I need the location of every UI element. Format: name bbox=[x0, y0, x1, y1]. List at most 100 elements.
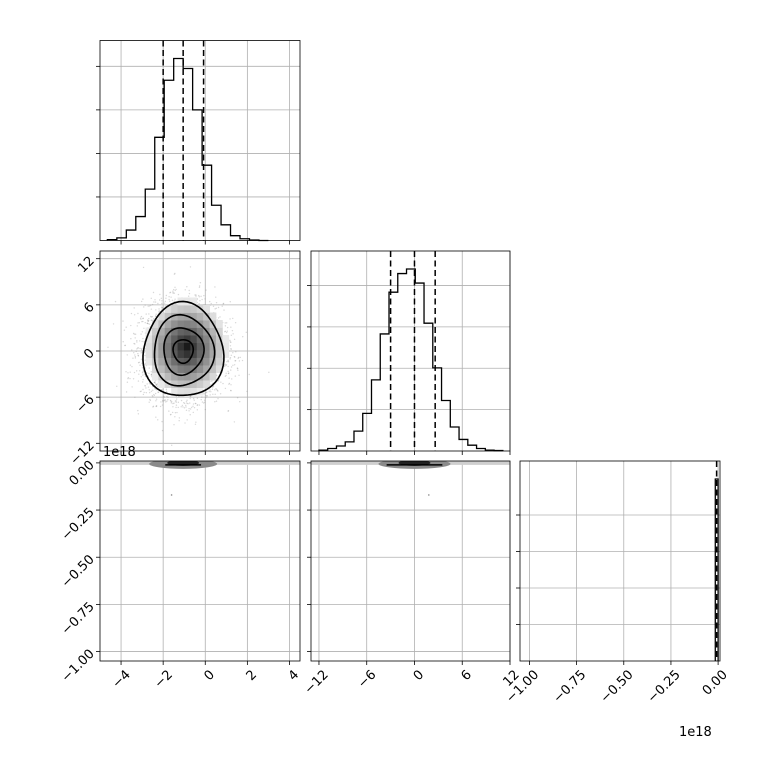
scatter-point bbox=[164, 300, 167, 303]
scatter-point bbox=[177, 401, 180, 404]
density-cell bbox=[164, 312, 172, 321]
scatter-point bbox=[175, 400, 177, 402]
scatter-point bbox=[123, 329, 126, 331]
joint-x0-x2-ytick-label-1: −0.75 bbox=[59, 599, 98, 638]
scatter-point bbox=[141, 371, 144, 374]
scatter-point bbox=[222, 302, 225, 305]
scatter-point bbox=[141, 331, 144, 333]
scatter-point bbox=[230, 369, 232, 371]
density-cell bbox=[215, 365, 223, 373]
scatter-point bbox=[151, 315, 154, 318]
scatter-point bbox=[127, 377, 129, 380]
scatter-point bbox=[169, 399, 172, 402]
scatter-point bbox=[221, 305, 223, 307]
density-cell bbox=[190, 335, 198, 343]
scatter-point bbox=[169, 414, 172, 416]
frame-joint-x0-x2 bbox=[99, 460, 301, 662]
scatter-point bbox=[156, 385, 159, 388]
joint-x0-x2-xtick-label-3: 2 bbox=[244, 667, 260, 683]
scatter-point bbox=[162, 400, 164, 403]
hist-x2-xtick-label-4: 0.00 bbox=[700, 667, 731, 698]
scatter-point bbox=[162, 388, 164, 391]
scatter-point bbox=[228, 382, 231, 385]
scatter-point bbox=[140, 390, 142, 392]
scatter-point bbox=[233, 338, 236, 341]
density-cell bbox=[151, 320, 159, 328]
density-cell bbox=[158, 372, 166, 381]
scatter-point bbox=[170, 400, 172, 402]
scatter-point bbox=[209, 394, 211, 396]
scatter-point bbox=[146, 322, 148, 325]
scatter-point bbox=[168, 410, 170, 412]
panel-hist-x2: −1.00 −0.75 −0.50 −0.25 0.00 1e18 bbox=[503, 460, 731, 740]
scatter-point bbox=[160, 306, 163, 308]
grid-hist-x2 bbox=[520, 461, 720, 661]
scatter-point bbox=[212, 385, 215, 388]
scatter-point bbox=[204, 408, 207, 411]
scatter-point bbox=[174, 298, 176, 300]
scatter-point bbox=[161, 399, 164, 402]
density-cell bbox=[177, 380, 185, 388]
scatter-point bbox=[133, 352, 135, 354]
scatter-point bbox=[144, 385, 146, 387]
scatter-point bbox=[173, 292, 176, 294]
scatter-point bbox=[220, 381, 222, 383]
scatter-point bbox=[168, 295, 170, 298]
scatter-point bbox=[126, 381, 129, 383]
scatter-point bbox=[170, 413, 172, 416]
scatter-point bbox=[186, 399, 188, 402]
scatter-point bbox=[144, 304, 146, 306]
scatter-point bbox=[143, 306, 145, 308]
scatter-point bbox=[148, 367, 150, 369]
scatter-point bbox=[135, 370, 138, 372]
density-cell bbox=[196, 365, 204, 373]
scatter-point bbox=[198, 404, 201, 406]
joint-x0-x2-xtick-label-1: −2 bbox=[152, 667, 176, 691]
scatter-point bbox=[248, 373, 250, 376]
scatter-point bbox=[192, 403, 195, 405]
scatter-point bbox=[137, 355, 140, 357]
joint-x0-x1-ytick-label-3: 6 bbox=[81, 300, 97, 316]
joint-x0-x2-xtick-label-0: −4 bbox=[110, 667, 134, 691]
scatter-point bbox=[230, 334, 233, 337]
scatter-point bbox=[140, 300, 143, 303]
scatter-point bbox=[212, 305, 215, 308]
scatter-point bbox=[142, 317, 144, 319]
scatter-point bbox=[194, 402, 197, 405]
scatter-point bbox=[230, 326, 232, 328]
scatter-point bbox=[153, 394, 156, 397]
density-cell bbox=[164, 342, 172, 351]
scatter-point bbox=[142, 381, 144, 383]
scatter-point bbox=[175, 406, 177, 409]
joint-x1-x2-xtick-label-1: −6 bbox=[355, 667, 379, 691]
scatter-point bbox=[198, 286, 201, 288]
scatter-point bbox=[164, 399, 166, 401]
scatter-point bbox=[178, 396, 180, 398]
scatter-point bbox=[137, 352, 139, 355]
scatter-point bbox=[144, 384, 146, 387]
scatter-point bbox=[192, 405, 194, 408]
scatter-point bbox=[154, 380, 157, 382]
scatter-point bbox=[153, 301, 155, 303]
scatter-point bbox=[145, 313, 147, 315]
scatter-point bbox=[153, 393, 155, 396]
scatter-point bbox=[215, 301, 218, 304]
scatter-point bbox=[186, 419, 188, 421]
joint-x0-x1-ytick-label-1: −6 bbox=[73, 392, 97, 416]
scatter-point bbox=[133, 314, 136, 316]
scatter-point bbox=[176, 398, 178, 400]
scatter-point bbox=[226, 361, 228, 363]
scatter-point bbox=[142, 298, 144, 300]
scatter-point bbox=[165, 294, 168, 297]
scatter-point bbox=[142, 266, 145, 269]
scatter-point bbox=[228, 383, 230, 385]
density-cell bbox=[164, 372, 172, 381]
scatter-point bbox=[125, 326, 127, 328]
density-cell bbox=[215, 335, 223, 343]
scatter-point bbox=[168, 298, 170, 301]
density-cell bbox=[222, 350, 230, 358]
scatter-point bbox=[132, 357, 134, 359]
density-cell bbox=[183, 335, 191, 343]
scatter-point bbox=[235, 351, 237, 353]
density-cell bbox=[171, 312, 178, 321]
